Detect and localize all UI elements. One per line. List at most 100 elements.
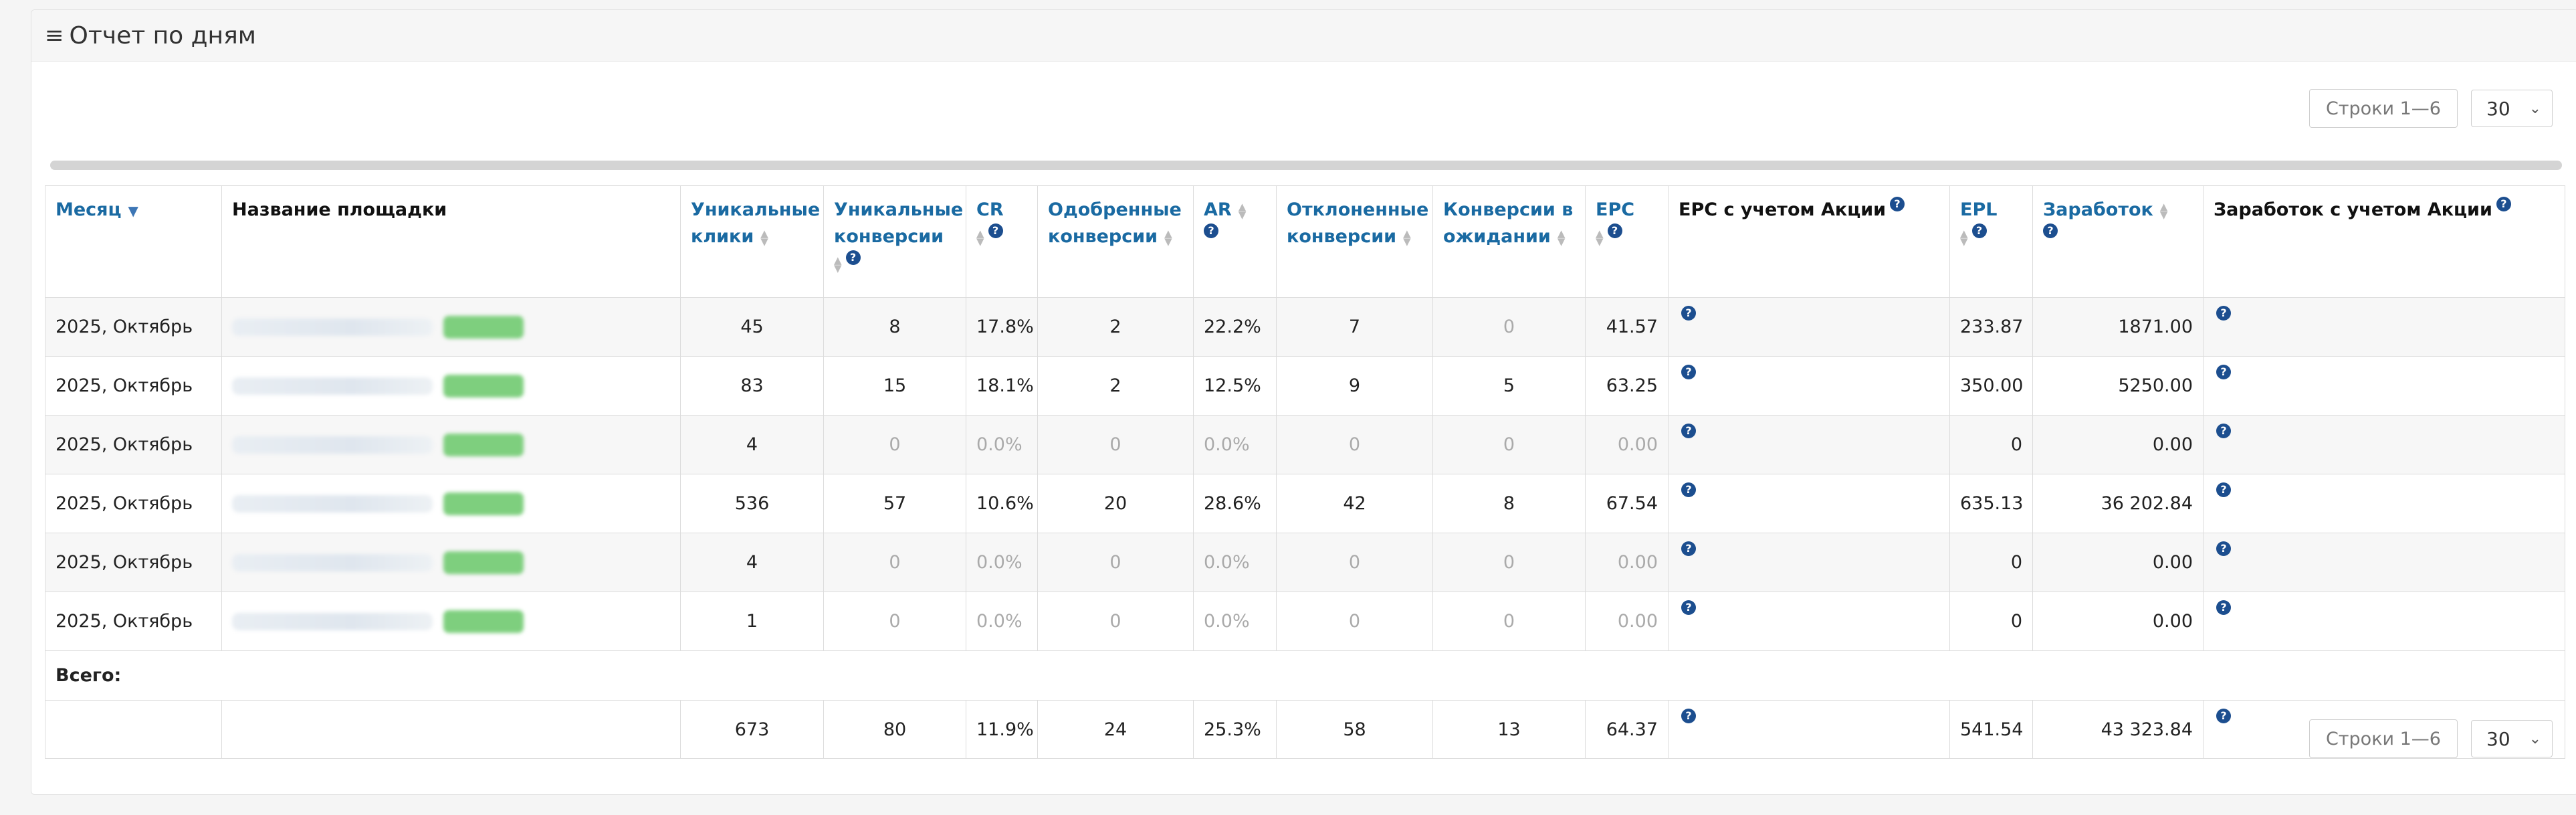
column-header-unique-clicks[interactable]: Уникальные клики ▲ ▼	[680, 185, 824, 298]
ar-cell: 28.6%	[1193, 474, 1277, 533]
approved-cell: 0	[1037, 533, 1194, 592]
column-header-unique-conversions[interactable]: Уникальные конверсии ▲ ▼?	[823, 185, 966, 298]
help-icon[interactable]: ?	[1681, 541, 1696, 556]
sort-icon[interactable]: ▲ ▼	[2159, 200, 2168, 221]
help-icon[interactable]: ?	[988, 223, 1003, 238]
help-icon[interactable]: ?	[1681, 424, 1696, 438]
column-header-epc[interactable]: EPC ▲ ▼?	[1585, 185, 1669, 298]
table-row: 2025, Октябрь 83 15 18.1% 2 12.5% 9 5 63.25? 350.…	[45, 356, 2565, 416]
help-icon[interactable]: ?	[2043, 223, 2058, 238]
table-body: 2025, Октябрь 45 8 17.8% 2 22.2% 7 0 41.57? 233.8…	[45, 297, 2565, 651]
epl-cell: 233.87	[1949, 297, 2033, 357]
total-epc-promo: ?	[1668, 700, 1950, 759]
pending-cell: 0	[1432, 592, 1586, 651]
page-size-select[interactable]: 30 ⌄	[2471, 90, 2553, 127]
column-header-epl[interactable]: EPL ▲ ▼?	[1949, 185, 2033, 298]
rows-range-button[interactable]: Строки 1—6	[2309, 719, 2458, 758]
help-icon[interactable]: ?	[1681, 482, 1696, 497]
epc-promo-cell: ?	[1668, 415, 1950, 474]
chevron-down-icon: ⌄	[2529, 730, 2541, 747]
sort-icon[interactable]: ▲ ▼	[1238, 200, 1247, 221]
page-size-select[interactable]: 30 ⌄	[2471, 720, 2553, 757]
help-icon[interactable]: ?	[2216, 306, 2231, 321]
page-size-value: 30	[2486, 727, 2510, 750]
help-icon[interactable]: ?	[2496, 197, 2511, 211]
help-icon[interactable]: ?	[2216, 709, 2231, 723]
help-icon[interactable]: ?	[1204, 223, 1218, 238]
site-name-cell	[221, 592, 681, 651]
column-header-month[interactable]: Месяц ▼	[45, 185, 222, 298]
site-tag-redacted	[443, 374, 524, 397]
help-icon[interactable]: ?	[1681, 600, 1696, 615]
total-label: Всего:	[45, 650, 2565, 701]
help-icon[interactable]: ?	[1681, 709, 1696, 723]
column-header-cr[interactable]: CR ▲ ▼?	[966, 185, 1038, 298]
help-icon[interactable]: ?	[1607, 223, 1622, 238]
column-header-rejected[interactable]: Отклоненные конверсии ▲ ▼	[1276, 185, 1433, 298]
total-unique-conversions: 80	[823, 700, 966, 759]
total-unique-clicks: 673	[680, 700, 824, 759]
unique-conversions-cell: 8	[823, 297, 966, 357]
site-name-redacted	[232, 318, 433, 336]
site-name-cell	[221, 533, 681, 592]
total-label-row: Всего:	[45, 650, 2565, 701]
sort-icon[interactable]: ▲ ▼	[1403, 227, 1411, 248]
sort-icon[interactable]: ▲ ▼	[834, 254, 842, 274]
help-icon[interactable]: ?	[1681, 365, 1696, 379]
cr-cell: 0.0%	[966, 533, 1038, 592]
table-row: 2025, Октябрь 4 0 0.0% 0 0.0% 0 0 0.00? 0 0.00?	[45, 415, 2565, 474]
approved-cell: 0	[1037, 592, 1194, 651]
site-tag-redacted	[443, 315, 524, 339]
site-name-redacted	[232, 377, 433, 395]
report-panel: ≡ Отчет по дням Строки 1—6 30 ⌄ Месяц ▼ Н…	[31, 9, 2576, 795]
sort-icon[interactable]: ▲ ▼	[976, 227, 984, 248]
unique-clicks-cell: 4	[680, 533, 824, 592]
sort-icon[interactable]: ▲ ▼	[760, 227, 768, 248]
column-header-pending[interactable]: Конверсии в ожидании ▲ ▼	[1432, 185, 1586, 298]
help-icon[interactable]: ?	[2216, 365, 2231, 379]
panel-header: ≡ Отчет по дням	[31, 10, 2576, 62]
earnings-promo-cell: ?	[2203, 592, 2565, 651]
sort-icon[interactable]: ▲ ▼	[1596, 227, 1604, 248]
sort-icon[interactable]: ▲ ▼	[1164, 227, 1172, 248]
rejected-cell: 0	[1276, 592, 1433, 651]
site-name-redacted	[232, 553, 433, 571]
earnings-promo-cell: ?	[2203, 415, 2565, 474]
column-header-approved[interactable]: Одобренные конверсии ▲ ▼	[1037, 185, 1194, 298]
ar-cell: 22.2%	[1193, 297, 1277, 357]
column-header-earnings[interactable]: Заработок ▲ ▼?	[2032, 185, 2204, 298]
column-header-site: Название площадки	[221, 185, 681, 298]
help-icon[interactable]: ?	[2216, 541, 2231, 556]
site-tag-redacted	[443, 492, 524, 515]
site-name-cell	[221, 474, 681, 533]
report-table: Месяц ▼ Название площадки Уникальные клик…	[45, 185, 2565, 759]
total-earnings: 43 323.84	[2032, 700, 2204, 759]
help-icon[interactable]: ?	[2216, 482, 2231, 497]
epc-promo-cell: ?	[1668, 533, 1950, 592]
help-icon[interactable]: ?	[2216, 424, 2231, 438]
epc-promo-cell: ?	[1668, 474, 1950, 533]
sort-icon[interactable]: ▲ ▼	[1960, 227, 1968, 248]
help-icon[interactable]: ?	[1971, 223, 1987, 238]
help-icon[interactable]: ?	[1681, 306, 1696, 321]
unique-conversions-cell: 0	[823, 415, 966, 474]
unique-clicks-cell: 83	[680, 356, 824, 416]
help-icon[interactable]: ?	[845, 250, 861, 265]
cr-cell: 17.8%	[966, 297, 1038, 357]
total-pending: 13	[1432, 700, 1586, 759]
sort-icon[interactable]: ▲ ▼	[1557, 227, 1566, 248]
column-header-ar[interactable]: AR ▲ ▼?	[1193, 185, 1277, 298]
table-header-row: Месяц ▼ Название площадки Уникальные клик…	[45, 185, 2565, 298]
menu-icon[interactable]: ≡	[45, 22, 64, 49]
cr-cell: 10.6%	[966, 474, 1038, 533]
help-icon[interactable]: ?	[1890, 197, 1905, 211]
earnings-promo-cell: ?	[2203, 297, 2565, 357]
cr-cell: 0.0%	[966, 592, 1038, 651]
rows-range-button[interactable]: Строки 1—6	[2309, 89, 2458, 128]
help-icon[interactable]: ?	[2216, 600, 2231, 615]
unique-conversions-cell: 15	[823, 356, 966, 416]
sort-desc-icon[interactable]: ▼	[128, 202, 138, 219]
column-header-earnings-promo: Заработок с учетом Акции?	[2203, 185, 2565, 298]
earnings-cell: 0.00	[2032, 592, 2204, 651]
horizontal-scrollbar[interactable]	[50, 161, 2562, 170]
